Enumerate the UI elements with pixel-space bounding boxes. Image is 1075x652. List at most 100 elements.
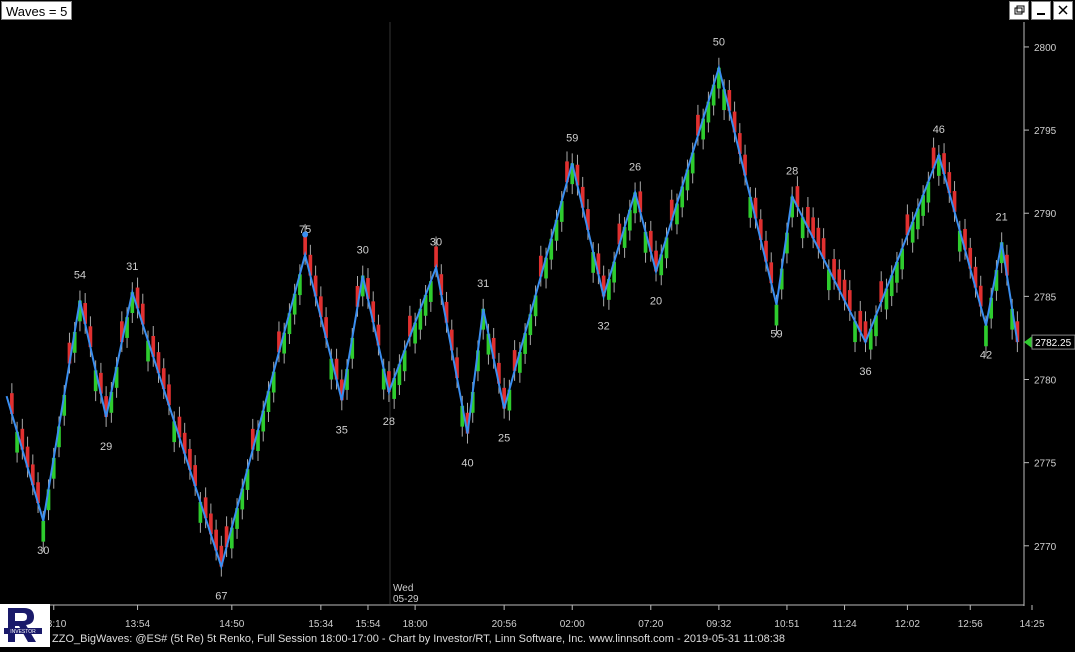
renko-down-bar: [648, 230, 653, 252]
wave-count-label: 21: [996, 211, 1008, 223]
renko-down-bar: [408, 315, 412, 337]
wave-count-label: 30: [37, 545, 49, 557]
renko-up-bar: [460, 405, 465, 427]
renko-down-bar: [303, 234, 307, 255]
renko-down-bar: [931, 147, 936, 169]
wave-labels: 30 54 29 31 67 75 35 30 28 30 40 31 25 59 32 26 20 50 59 28…: [37, 37, 1008, 603]
renko-up-bar: [889, 275, 894, 297]
renko-down-bar: [737, 133, 742, 154]
price-axis[interactable]: 2770 2775 2780 2785 2790 2795 2800 2782.25: [1023, 22, 1075, 606]
time-tick-label: 15:34: [308, 619, 333, 629]
renko-down-bar: [732, 111, 737, 133]
renko-down-bar: [10, 393, 14, 414]
renko-down-bar: [313, 275, 318, 297]
renko-down-bar: [308, 254, 313, 276]
wave-count-label: 28: [786, 166, 798, 178]
price-tick-label: 2795: [1034, 126, 1057, 137]
renko-up-bar: [994, 270, 999, 291]
renko-down-bar: [795, 186, 800, 207]
renko-down-bar: [863, 321, 868, 343]
renko-down-bar: [182, 432, 187, 454]
renko-chart[interactable]: 30 54 29 31 67 75 35 30 28 30 40 31 25 59 32 26 20 50 59 28…: [0, 0, 1075, 629]
renko-down-bar: [20, 428, 25, 450]
price-tick-label: 2790: [1034, 209, 1057, 220]
renko-up-bar: [549, 238, 554, 260]
restore-icon[interactable]: [1009, 1, 1029, 20]
renko-up-bar: [827, 269, 831, 291]
renko-down-bar: [120, 321, 124, 343]
renko-up-bar: [612, 261, 616, 283]
wave-count-label: 36: [859, 366, 871, 378]
renko-down-bar: [821, 238, 826, 259]
renko-up-bar: [360, 275, 365, 297]
renko-down-bar: [832, 258, 836, 280]
renko-down-bar: [339, 379, 344, 401]
session-date-label: 05-29: [393, 594, 419, 605]
renko-up-bar: [633, 192, 637, 214]
renko-up-bar: [329, 358, 334, 380]
renko-down-bar: [512, 350, 517, 371]
renko-up-bar: [800, 217, 805, 239]
wave-count-label: 28: [383, 416, 395, 428]
zigzag-line: [5, 63, 1019, 571]
wave-count-label: 42: [980, 349, 992, 361]
renko-up-bar: [413, 322, 417, 344]
renko-down-bar: [565, 161, 569, 183]
time-tick-label: 10:51: [774, 619, 799, 629]
renko-down-bar: [219, 545, 224, 567]
renko-down-bar: [837, 269, 842, 291]
time-tick-label: 09:32: [706, 619, 731, 629]
renko-down-bar: [209, 513, 213, 535]
renko-down-bar: [806, 206, 810, 228]
renko-down-bar: [842, 279, 847, 301]
renko-down-bar: [371, 301, 376, 323]
wave-count-label: 30: [430, 236, 442, 248]
renko-down-bar: [978, 285, 983, 307]
renko-up-bar: [989, 297, 994, 319]
wave-count-label: 30: [357, 245, 369, 257]
renko-up-bar: [93, 370, 98, 392]
renko-up-bar: [884, 288, 889, 310]
renko-up-bar: [428, 281, 433, 302]
renko-down-bar: [905, 214, 910, 236]
renko-up-bar: [874, 315, 878, 337]
renko-up-bar: [392, 378, 396, 399]
minimize-icon[interactable]: [1031, 1, 1051, 20]
renko-up-bar: [292, 293, 297, 315]
time-tick-label: 14:50: [219, 619, 244, 629]
renko-up-bar: [622, 227, 627, 248]
wave-count-label: 75: [299, 224, 311, 236]
renko-up-bar: [706, 101, 711, 123]
renko-up-bar: [722, 89, 726, 111]
time-axis[interactable]: 13:10 13:54 14:50 15:34 15:54 18:00 20:56 02:00…: [0, 583, 1045, 629]
renko-up-bar: [229, 527, 234, 549]
price-tick-label: 2800: [1034, 43, 1057, 54]
renko-up-bar: [711, 84, 716, 106]
renko-down-bar: [36, 482, 40, 504]
renko-down-bar: [366, 278, 370, 299]
time-tick-label: 07:20: [638, 619, 663, 629]
wave-count-label: 59: [566, 132, 578, 144]
wave-count-label: 31: [126, 261, 138, 273]
renko-up-bar: [114, 367, 119, 388]
renko-down-bar: [696, 114, 700, 136]
renko-up-bar: [779, 268, 784, 290]
renko-up-bar: [350, 337, 355, 359]
renko-up-bar: [130, 292, 135, 313]
renko-up-bar: [287, 313, 292, 335]
time-tick-label: 18:00: [403, 619, 428, 629]
renko-down-bar: [963, 228, 967, 250]
renko-down-bar: [580, 186, 585, 208]
renko-down-bar: [188, 448, 192, 470]
renko-down-bar: [376, 324, 381, 346]
renko-up-bar: [282, 332, 287, 354]
renko-up-bar: [381, 368, 386, 390]
renko-down-bar: [444, 301, 449, 323]
zigzag-indicator: [5, 63, 1019, 571]
time-tick-label: 15:54: [355, 619, 380, 629]
time-tick-label: 13:54: [125, 619, 150, 629]
price-tick-label: 2780: [1034, 376, 1057, 387]
close-icon[interactable]: [1053, 1, 1073, 20]
window-title[interactable]: Waves = 5: [1, 1, 73, 20]
wave-count-label: 50: [713, 37, 725, 49]
